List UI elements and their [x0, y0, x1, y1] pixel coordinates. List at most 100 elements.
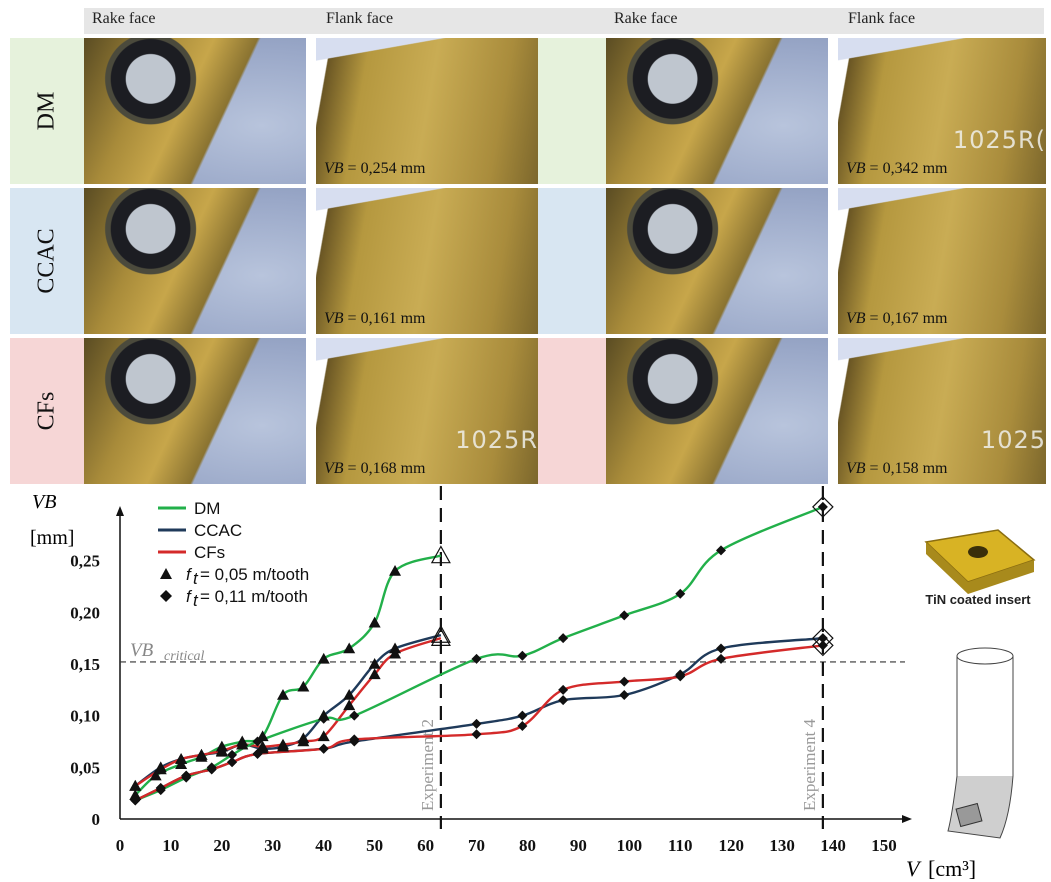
data-point-diamond — [517, 710, 528, 721]
y-axis-unit: [mm] — [30, 527, 74, 549]
experiment-label: Experiment 2 — [418, 719, 437, 811]
x-tick-label: 60 — [417, 836, 434, 855]
rake-face-image — [84, 188, 306, 334]
data-point-diamond — [471, 653, 482, 664]
data-point-triangle — [215, 744, 228, 756]
insert-stamp-text: 1025 — [980, 426, 1046, 454]
row-spacer — [538, 38, 606, 184]
data-point-diamond — [252, 748, 263, 759]
data-point-triangle — [368, 658, 381, 669]
row-spacer — [538, 338, 606, 484]
row-label-ccac: CCAC — [10, 188, 84, 334]
y-tick-label: 0,15 — [70, 655, 100, 674]
data-point-triangle — [430, 624, 451, 643]
flank-face-image: 1025R VB = 0,168 mm — [316, 338, 538, 484]
row-label-text: CCAC — [33, 228, 60, 294]
x-tick-label: 150 — [871, 836, 897, 855]
legend-label-dm: DM — [194, 499, 220, 518]
x-tick-label: 30 — [264, 836, 281, 855]
vb-measurement: VB = 0,167 mm — [846, 310, 948, 327]
row-spacer — [538, 188, 606, 334]
rake-face-image — [84, 38, 306, 184]
y-axis-label: VB — [32, 491, 56, 513]
data-point-diamond — [812, 634, 834, 657]
legend-diamond-icon — [160, 590, 172, 602]
x-tick-label: 0 — [116, 836, 125, 855]
flank-face-image: VB = 0,161 mm — [316, 188, 538, 334]
data-point-triangle — [256, 730, 269, 742]
x-axis-unit: [cm³] — [928, 856, 976, 881]
data-point-triangle — [317, 730, 330, 742]
data-point-diamond — [155, 783, 166, 793]
cutter-head-icon — [947, 775, 1014, 839]
x-tick-label: 70 — [468, 836, 485, 855]
data-point-diamond — [349, 710, 360, 721]
data-point-diamond — [206, 764, 217, 775]
data-point-triangle — [343, 689, 356, 700]
legend-label-ccac: CCAC — [194, 521, 242, 540]
row-label-cfs: CFs — [10, 338, 84, 484]
data-point-triangle — [276, 738, 289, 750]
cutter-insert-icon — [955, 802, 983, 828]
data-point-diamond — [471, 718, 482, 729]
x-tick-label: 50 — [366, 836, 383, 855]
data-point-triangle — [343, 699, 356, 711]
insert-stamp-text: 1025R( — [952, 126, 1046, 154]
data-point-triangle — [368, 668, 381, 680]
insert-edge — [926, 542, 1034, 594]
column-header-rake-2: Rake face — [614, 10, 678, 27]
flank-face-image: 1025R(VB = 0,342 mm — [838, 38, 1046, 184]
wear-chart: 0 10 20 30 40 50 60 70 80 90 100 110 120 130 140 150 0 0,… — [30, 486, 1036, 881]
rake-face-image — [84, 338, 306, 484]
data-point-triangle — [297, 680, 310, 692]
data-point-triangle — [389, 565, 402, 576]
data-point-triangle — [129, 779, 142, 791]
data-point-triangle — [129, 789, 142, 801]
data-point-diamond — [558, 695, 569, 706]
y-tick-label: 0,10 — [70, 707, 100, 726]
data-point-triangle — [343, 642, 356, 654]
legend-marker-sub: t — [193, 591, 199, 610]
x-tick-label: 110 — [668, 836, 693, 855]
legend-marker-prefix: f — [186, 565, 193, 584]
vb-measurement: VB = 0,342 mm — [846, 160, 948, 177]
data-point-triangle — [236, 738, 249, 750]
legend-label-cfs: CFs — [194, 543, 225, 562]
data-point-diamond — [517, 650, 528, 661]
data-point-diamond — [619, 676, 630, 687]
data-point-diamond — [318, 743, 329, 754]
data-point-diamond — [227, 757, 238, 768]
legend-marker-label: = 0,05 m/tooth — [200, 565, 309, 584]
rake-face-image — [606, 38, 828, 184]
x-tick-label: 100 — [617, 836, 643, 855]
data-point-triangle — [175, 753, 188, 764]
rake-face-image — [606, 188, 828, 334]
vb-measurement: VB = 0,158 mm — [846, 460, 948, 477]
data-point-triangle — [154, 763, 167, 775]
data-point-triangle — [389, 647, 402, 659]
x-tick-label: 130 — [769, 836, 795, 855]
y-tick-label: 0 — [92, 810, 101, 829]
legend-triangle-icon — [160, 568, 172, 579]
flank-face-image: VB = 0,254 mm — [316, 38, 538, 184]
vb-measurement: VB = 0,254 mm — [324, 160, 426, 177]
data-point-diamond — [349, 734, 360, 745]
data-point-diamond — [558, 684, 569, 695]
data-point-triangle — [276, 689, 289, 700]
column-header-rake-1: Rake face — [92, 10, 156, 27]
data-point-diamond — [318, 713, 329, 724]
x-tick-label: 80 — [519, 836, 536, 855]
y-tick-label: 0,05 — [70, 758, 100, 777]
row-label-text: CFs — [33, 391, 60, 431]
data-point-triangle — [430, 545, 451, 564]
data-point-triangle — [368, 616, 381, 628]
column-header-strip — [84, 8, 1044, 34]
data-point-diamond — [130, 795, 141, 806]
data-point-triangle — [430, 627, 451, 646]
experiment-label: Experiment 4 — [800, 718, 819, 811]
data-point-diamond — [619, 690, 630, 700]
data-point-diamond — [675, 588, 686, 599]
x-tick-label: 120 — [718, 836, 744, 855]
legend-marker-sub: t — [193, 569, 199, 588]
column-header-flank-2: Flank face — [848, 10, 916, 27]
